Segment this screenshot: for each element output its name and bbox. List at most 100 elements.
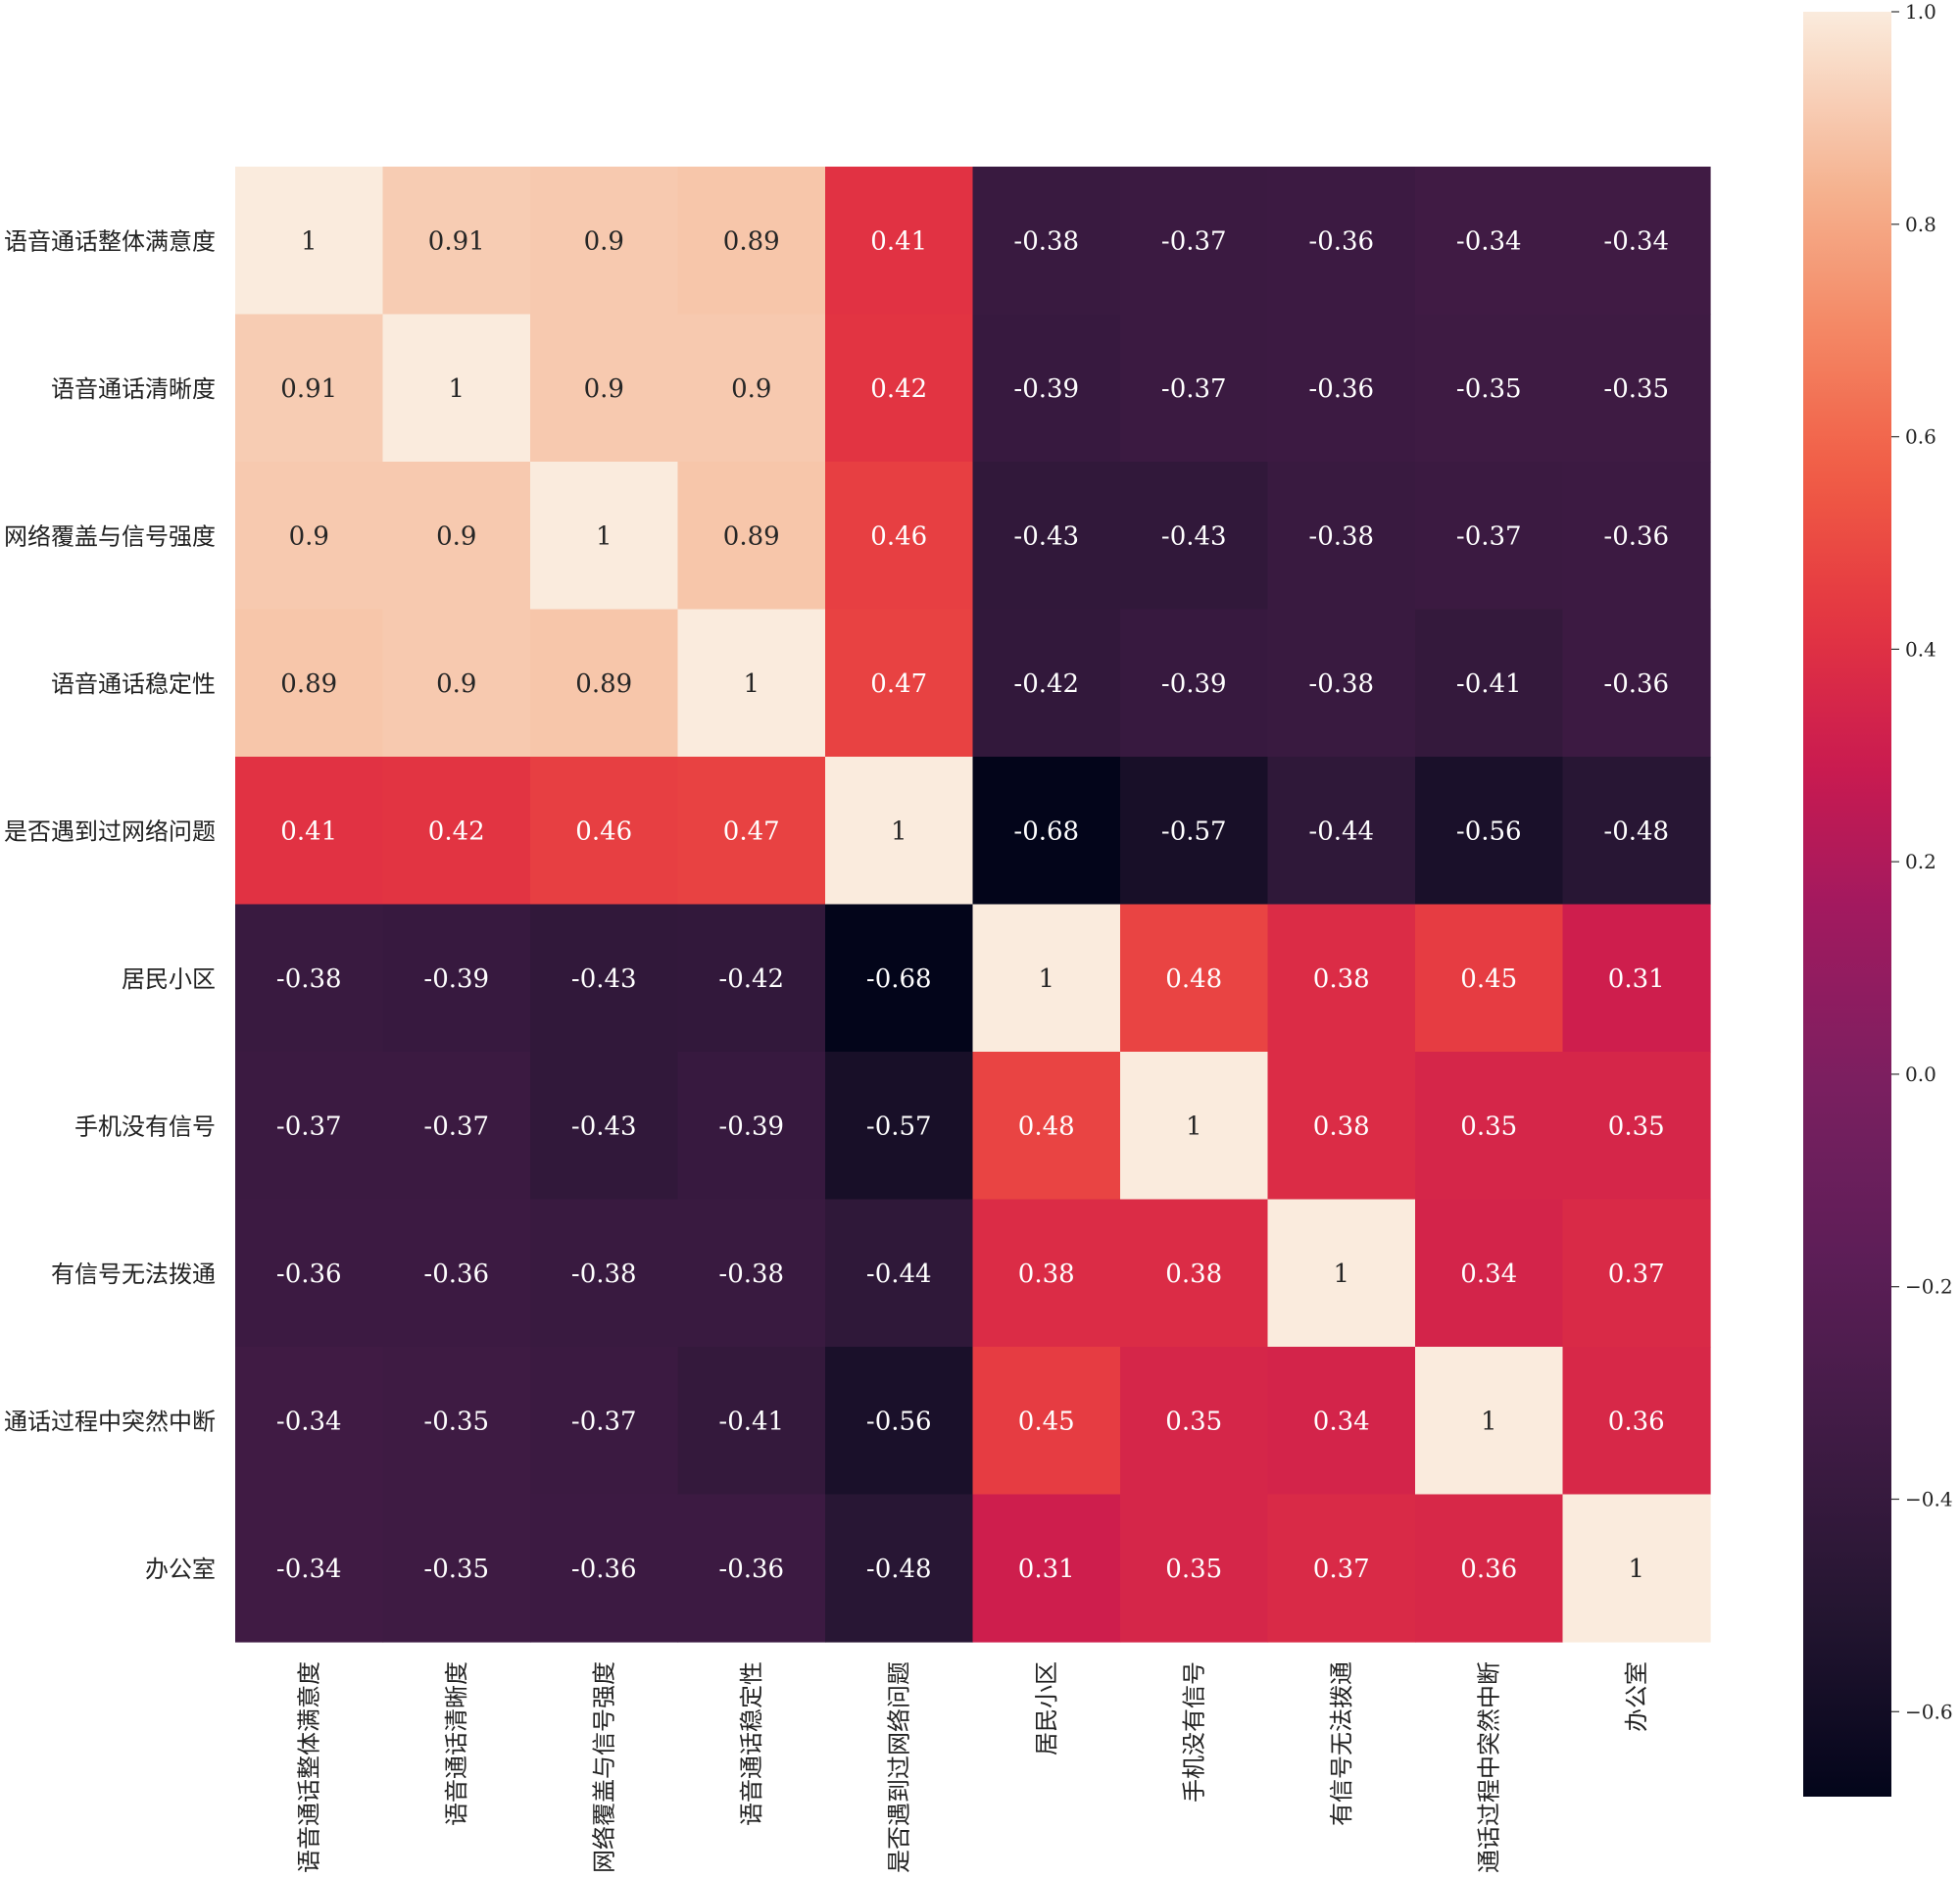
heatmap-cell-r4-c10	[1562, 609, 1711, 758]
cell-value-r2-c10: -0.35	[1603, 374, 1669, 404]
heatmap-cell-r10-c10	[1562, 1494, 1711, 1643]
cell-value-r1-c2: 0.91	[428, 226, 485, 256]
cell-value-r3-c2: 0.9	[436, 521, 476, 551]
cell-value-r8-c8: 1	[1333, 1260, 1349, 1289]
cell-value-r10-c6: 0.31	[1018, 1555, 1075, 1584]
colorbar-tick-label-6: 0.4	[1905, 637, 1936, 661]
cell-value-r6-c8: 0.38	[1313, 964, 1370, 994]
cell-value-r3-c5: 0.46	[870, 521, 927, 551]
cell-value-r10-c9: 0.36	[1460, 1555, 1517, 1584]
row-label-9: 通话过程中突然中断	[4, 1408, 216, 1435]
row-labels: 语音通话整体满意度语音通话清晰度网络覆盖与信号强度语音通话稳定性是否遇到过网络问…	[4, 227, 216, 1583]
heatmap-cell-r8-c5	[825, 1199, 974, 1348]
heatmap-cell-r8-c10	[1562, 1199, 1711, 1348]
heatmap-cell-r6-c10	[1562, 904, 1711, 1053]
heatmap-cell-r8-c8	[1267, 1199, 1416, 1348]
cell-value-r5-c9: -0.56	[1456, 816, 1522, 846]
heatmap-cell-r1-c2	[382, 167, 531, 316]
cell-value-r8-c10: 0.37	[1608, 1260, 1665, 1289]
heatmap-cell-r8-c1	[235, 1199, 384, 1348]
heatmap-cell-r7-c3	[530, 1052, 679, 1201]
cell-value-r6-c2: -0.39	[423, 964, 489, 994]
heatmap-cell-r3-c2	[382, 462, 531, 611]
heatmap-cell-r10-c2	[382, 1494, 531, 1643]
cell-value-r7-c4: -0.39	[718, 1112, 784, 1141]
cell-value-r1-c9: -0.34	[1456, 226, 1522, 256]
heatmap-cell-r3-c1	[235, 462, 384, 611]
row-label-7: 手机没有信号	[74, 1113, 216, 1140]
cell-value-r4-c5: 0.47	[870, 669, 927, 699]
heatmap-cell-r5-c1	[235, 757, 384, 906]
cell-value-r5-c1: 0.41	[280, 816, 337, 846]
row-label-4: 语音通话稳定性	[51, 670, 216, 698]
heatmap-cell-r9-c10	[1562, 1347, 1711, 1496]
heatmap-cell-r8-c4	[677, 1199, 826, 1348]
colorbar-gradient	[1803, 12, 1891, 1797]
colorbar-tick-label-8: 0.8	[1905, 213, 1936, 236]
heatmap-cell-r2-c3	[530, 314, 679, 463]
cell-value-r7-c3: -0.43	[571, 1112, 637, 1141]
heatmap-cell-r2-c7	[1120, 314, 1269, 463]
cell-value-r4-c1: 0.89	[280, 669, 337, 699]
heatmap-cell-r9-c8	[1267, 1347, 1416, 1496]
cell-value-r4-c4: 1	[743, 669, 760, 699]
heatmap-cell-r10-c3	[530, 1494, 679, 1643]
column-label-8: 有信号无法拨通	[1328, 1661, 1355, 1826]
cell-value-r2-c4: 0.9	[731, 374, 771, 404]
cell-value-r8-c4: -0.38	[718, 1260, 784, 1289]
cell-value-r10-c7: 0.35	[1165, 1555, 1222, 1584]
cell-value-r3-c8: -0.38	[1308, 521, 1374, 551]
cell-value-r7-c2: -0.37	[423, 1112, 489, 1141]
cell-value-r4-c9: -0.41	[1456, 669, 1522, 699]
heatmap-cell-r6-c5	[825, 904, 974, 1053]
heatmap-cell-r5-c5	[825, 757, 974, 906]
heatmap-cell-r3-c8	[1267, 462, 1416, 611]
heatmap-cell-r10-c7	[1120, 1494, 1269, 1643]
heatmap-cell-r5-c10	[1562, 757, 1711, 906]
cell-value-r3-c10: -0.36	[1603, 521, 1669, 551]
cell-value-r7-c6: 0.48	[1018, 1112, 1075, 1141]
heatmap-cell-r5-c4	[677, 757, 826, 906]
cell-value-r4-c8: -0.38	[1308, 669, 1374, 699]
heatmap-cell-r4-c9	[1415, 609, 1564, 758]
column-label-10: 办公室	[1623, 1661, 1650, 1732]
colorbar-tick-label-7: 0.6	[1905, 425, 1936, 449]
heatmap-cell-r1-c9	[1415, 167, 1564, 316]
column-labels: 语音通话整体满意度 语音通话清晰度 网络覆盖与信号强度 语音通话稳定性 是否遇到过网络问…	[295, 1661, 1650, 1873]
cell-value-r9-c1: -0.34	[276, 1407, 342, 1436]
heatmap-cell-r3-c10	[1562, 462, 1711, 611]
heatmap-cell-r4-c7	[1120, 609, 1269, 758]
cell-value-r8-c3: -0.38	[571, 1260, 637, 1289]
cell-value-r9-c5: -0.56	[866, 1407, 932, 1436]
row-label-2: 语音通话清晰度	[51, 375, 216, 403]
heatmap-cell-r1-c8	[1267, 167, 1416, 316]
heatmap-cell-r7-c10	[1562, 1052, 1711, 1201]
heatmap-cell-r2-c6	[972, 314, 1121, 463]
heatmap-cell-r6-c3	[530, 904, 679, 1053]
cell-value-r5-c5: 1	[891, 816, 907, 846]
heatmap-cell-r4-c4	[677, 609, 826, 758]
heatmap-cell-r9-c5	[825, 1347, 974, 1496]
heatmap-cell-r5-c2	[382, 757, 531, 906]
cell-value-r10-c4: -0.36	[718, 1555, 784, 1584]
heatmap-cell-r9-c1	[235, 1347, 384, 1496]
heatmap-cell-r5-c6	[972, 757, 1121, 906]
cell-value-r7-c8: 0.38	[1313, 1112, 1370, 1141]
heatmap-cell-r1-c6	[972, 167, 1121, 316]
column-label-5: 是否遇到过网络问题	[885, 1661, 912, 1873]
heatmap-cell-r4-c3	[530, 609, 679, 758]
cell-value-r3-c9: -0.37	[1456, 521, 1522, 551]
heatmap-cell-r3-c9	[1415, 462, 1564, 611]
cell-value-r10-c8: 0.37	[1313, 1555, 1370, 1584]
heatmap-cell-r4-c8	[1267, 609, 1416, 758]
cell-value-r5-c6: -0.68	[1013, 816, 1079, 846]
cell-value-r3-c1: 0.9	[289, 521, 329, 551]
heatmap-cell-r9-c3	[530, 1347, 679, 1496]
heatmap-cell-r1-c3	[530, 167, 679, 316]
cell-value-r5-c10: -0.48	[1603, 816, 1669, 846]
heatmap-cell-r6-c6	[972, 904, 1121, 1053]
heatmap-cell-r5-c3	[530, 757, 679, 906]
heatmap-cell-r6-c2	[382, 904, 531, 1053]
